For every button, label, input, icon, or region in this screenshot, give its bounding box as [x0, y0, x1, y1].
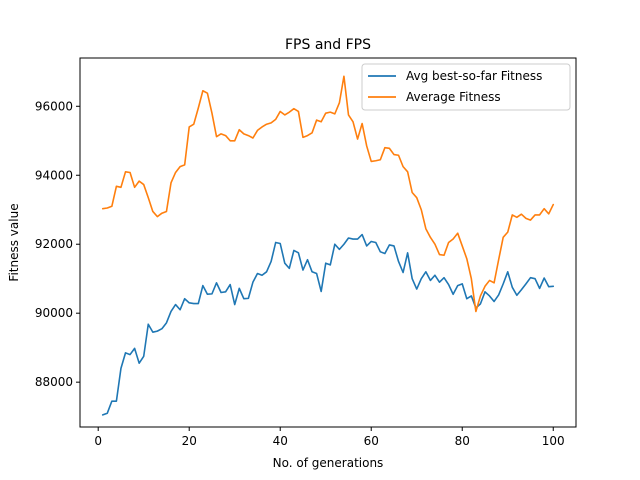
- chart-title: FPS and FPS: [285, 37, 371, 53]
- x-axis-label: No. of generations: [273, 456, 384, 470]
- legend-label-2: Average Fitness: [406, 90, 501, 104]
- x-tick-label: 20: [182, 434, 197, 448]
- y-tick-label: 94000: [35, 168, 73, 182]
- x-tick-label: 80: [455, 434, 470, 448]
- y-tick-label: 88000: [35, 375, 73, 389]
- x-tick-label: 40: [273, 434, 288, 448]
- y-tick-label: 96000: [35, 99, 73, 113]
- plot-area: [101, 75, 555, 416]
- legend-label-1: Avg best-so-far Fitness: [406, 69, 542, 83]
- y-tick-label: 90000: [35, 306, 73, 320]
- series-line-2: [101, 75, 555, 313]
- axes: 0 20 40 60 80 100 88000 90000 92000 94000 96000: [35, 57, 577, 448]
- x-tick-label: 0: [94, 434, 102, 448]
- y-axis-label: Fitness value: [7, 203, 21, 281]
- y-tick-label: 92000: [35, 237, 73, 251]
- legend: Avg best-so-far Fitness Average Fitness: [361, 63, 571, 111]
- legend-box: [361, 63, 571, 111]
- x-tick-label: 60: [364, 434, 379, 448]
- plot-frame: [79, 57, 577, 428]
- x-tick-label: 100: [542, 434, 565, 448]
